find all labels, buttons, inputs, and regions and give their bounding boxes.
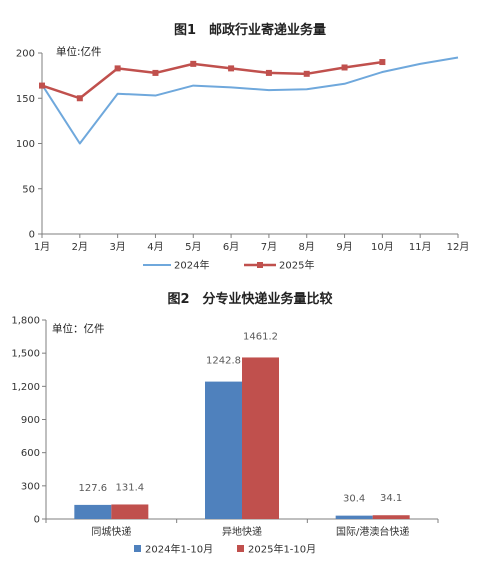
chart2-category-label: 异地快递 <box>222 525 262 538</box>
chart1-series <box>39 56 459 145</box>
chart2-data-label: 127.6 <box>79 483 108 494</box>
chart1-x-tick-label: 11月 <box>409 241 432 253</box>
chart1-x-tick-label: 8月 <box>299 241 315 253</box>
chart1-series-line-1 <box>41 56 459 145</box>
chart1-legend-label-1: 2024年 <box>174 259 209 272</box>
chart1-x-tick-label: 2月 <box>72 241 88 253</box>
chart2-legend: 2024年1-10月 2025年1-10月 <box>134 543 316 556</box>
chart1-x-tick-label: 9月 <box>336 241 352 253</box>
chart1-x-tick-label: 6月 <box>223 241 239 253</box>
chart2-category-label: 同城快递 <box>91 525 131 538</box>
chart1-data-point <box>303 70 310 77</box>
chart2-y-tick-label: 1,500 <box>11 349 40 360</box>
chart2-y-tick-label: 300 <box>21 481 40 492</box>
chart1-y-tick-label: 0 <box>29 230 35 241</box>
chart1-data-point <box>341 64 348 71</box>
chart2-x-ticks: 同城快递 异地快递 国际/港澳台快递 <box>45 519 439 538</box>
chart2-legend-label-2: 2025年1-10月 <box>248 543 316 556</box>
chart2-bar <box>205 381 242 519</box>
chart1-data-point <box>190 60 197 67</box>
chart2-legend-swatch-1 <box>134 545 141 552</box>
chart1-y-tick-label: 100 <box>16 139 35 150</box>
chart1-unit-label: 单位:亿件 <box>56 45 102 58</box>
chart1-x-tick-label: 10月 <box>371 241 394 253</box>
chart1-x-tick-label: 1月 <box>34 241 50 253</box>
chart2-bar <box>242 357 279 519</box>
chart1-y-ticks: 0 50 100 150 200 <box>16 49 42 241</box>
chart2-y-tick-label: 0 <box>34 515 40 526</box>
chart1-data-point <box>228 65 235 72</box>
chart2-title: 图2 分专业快递业务量比较 <box>167 291 332 307</box>
chart1-title: 图1 邮政行业寄递业务量 <box>174 22 326 38</box>
chart2-bar <box>372 515 410 519</box>
chart2-data-labels: 127.6 131.4 1242.8 1461.2 30.4 34.1 <box>79 331 403 504</box>
chart1-legend-label-2: 2025年 <box>279 259 314 272</box>
chart2-y-tick-label: 1,800 <box>11 316 40 327</box>
chart1-y-tick-label: 150 <box>16 94 35 105</box>
chart2-data-label: 1242.8 <box>206 356 241 367</box>
chart1-data-point <box>265 69 272 76</box>
chart2-y-tick-label: 600 <box>21 448 40 459</box>
chart2-data-label: 34.1 <box>380 493 402 504</box>
chart2-legend-label-1: 2024年1-10月 <box>145 543 213 556</box>
chart1-data-point <box>76 95 83 102</box>
chart1-series-line-2 <box>41 60 383 100</box>
chart2-y-tick-label: 900 <box>21 415 40 426</box>
chart1-legend-marker-2 <box>257 262 263 268</box>
chart1-y-tick-label: 200 <box>16 49 35 60</box>
chart1-x-tick-label: 7月 <box>261 241 277 253</box>
chart2-data-label: 1461.2 <box>243 331 278 342</box>
chart1-data-point <box>39 82 45 89</box>
chart2-data-label: 30.4 <box>343 494 365 505</box>
chart2-data-label: 131.4 <box>116 482 145 493</box>
chart1-data-point <box>379 59 386 66</box>
chart1-x-tick-label: 5月 <box>185 241 201 253</box>
chart2-y-tick-label: 1,200 <box>11 382 40 393</box>
chart2-bars <box>74 357 410 519</box>
chart1-x-tick-label: 12月 <box>447 241 470 253</box>
chart2-category-label: 国际/港澳台快递 <box>336 525 409 538</box>
chart1-data-point <box>114 65 121 72</box>
chart1-legend: 2024年 2025年 <box>143 259 314 272</box>
chart2-legend-swatch-2 <box>237 545 244 552</box>
chart2-bar <box>111 504 149 519</box>
chart1-x-tick-label: 3月 <box>109 241 125 253</box>
chart2-unit-label: 单位：亿件 <box>52 322 105 335</box>
chart1-x-ticks: 1月 2月 3月 4月 5月 6月 7月 8月 9月 10月 11月 12月 <box>34 234 470 253</box>
chart2-y-ticks: 0 300 600 900 1,200 1,500 1,800 <box>11 316 46 526</box>
chart2-bar <box>74 504 112 519</box>
chart1-x-tick-label: 4月 <box>147 241 163 253</box>
chart2-bar <box>335 515 373 519</box>
chart1-y-tick-label: 50 <box>22 184 35 195</box>
chart1-data-point <box>152 69 159 76</box>
